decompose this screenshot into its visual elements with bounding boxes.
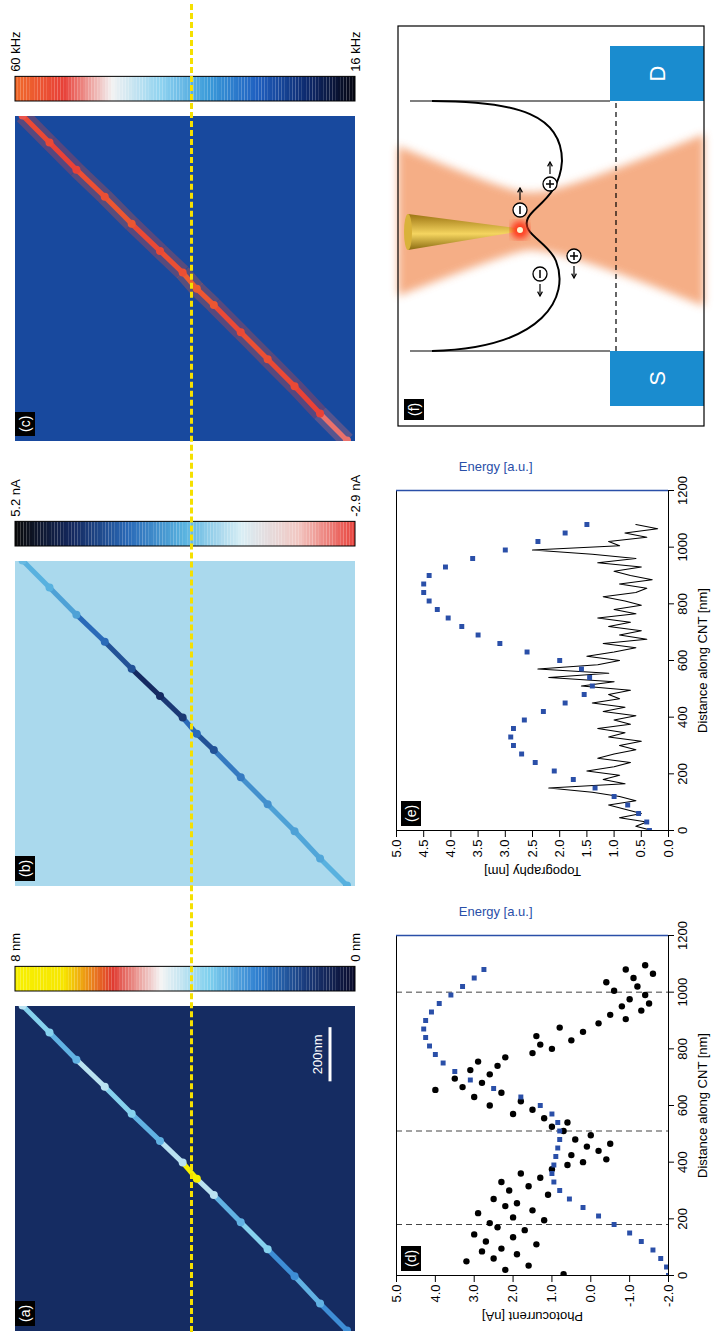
svg-text:1.5: 1.5 [579,840,594,858]
svg-text:200: 200 [675,763,690,785]
svg-text:8 nm: 8 nm [8,933,23,962]
svg-text:0: 0 [675,1272,690,1279]
svg-text:0: 0 [675,827,690,834]
svg-text:5.0: 5.0 [389,1285,404,1303]
svg-text:0.0: 0.0 [583,1285,598,1303]
svg-text:Distance along CNT [nm]: Distance along CNT [nm] [695,1033,710,1178]
svg-text:-2.0: -2.0 [661,1285,676,1307]
svg-text:3.5: 3.5 [470,840,485,858]
svg-text:1000: 1000 [675,533,690,562]
svg-text:Distance along CNT [nm]: Distance along CNT [nm] [695,588,710,733]
html-text:(e): (e) [403,804,419,822]
svg-text:3.0: 3.0 [497,840,512,858]
svg-text:1000: 1000 [675,978,690,1007]
svg-text:2.5: 2.5 [525,840,540,858]
svg-text:4.5: 4.5 [416,840,431,858]
svg-text:-1.0: -1.0 [622,1285,637,1307]
svg-text:3.0: 3.0 [466,1285,481,1303]
html-text:(d): (d) [403,1249,419,1267]
html-text:(f): (f) [406,402,422,416]
svg-text:400: 400 [675,706,690,728]
svg-text:Energy [a.u.]: Energy [a.u.] [459,459,533,474]
svg-text:1200: 1200 [675,476,690,505]
svg-text:16 kHz: 16 kHz [348,31,363,71]
svg-text:0.0: 0.0 [661,840,676,858]
svg-text:D: D [645,66,670,82]
svg-text:5.2 nA: 5.2 nA [8,479,23,517]
svg-text:-2.9 nA: -2.9 nA [348,475,363,517]
svg-text:0.5: 0.5 [633,840,648,858]
svg-text:800: 800 [675,1038,690,1060]
svg-text:S: S [645,371,670,386]
svg-text:0 nm: 0 nm [348,933,363,962]
svg-text:800: 800 [675,593,690,615]
svg-text:600: 600 [675,650,690,672]
svg-text:4.0: 4.0 [443,840,458,858]
svg-text:5.0: 5.0 [389,840,404,858]
svg-text:60 kHz: 60 kHz [8,31,23,71]
svg-text:Topography [nm]: Topography [nm] [484,864,581,879]
svg-text:600: 600 [675,1095,690,1117]
svg-text:200: 200 [675,1208,690,1230]
svg-text:2.0: 2.0 [552,840,567,858]
html-text:(c): (c) [17,415,33,432]
svg-text:1.0: 1.0 [544,1285,559,1303]
svg-text:Photocurrent [nA]: Photocurrent [nA] [482,1309,583,1324]
svg-text:400: 400 [675,1151,690,1173]
html-text:(a): (a) [17,1304,33,1322]
svg-text:Energy [a.u.]: Energy [a.u.] [459,904,533,919]
svg-text:1.0: 1.0 [606,840,621,858]
svg-text:1200: 1200 [675,921,690,950]
html-text:(b): (b) [17,859,33,877]
svg-text:200nm: 200nm [310,1034,325,1074]
svg-text:2.0: 2.0 [505,1285,520,1303]
svg-text:4.0: 4.0 [428,1285,443,1303]
